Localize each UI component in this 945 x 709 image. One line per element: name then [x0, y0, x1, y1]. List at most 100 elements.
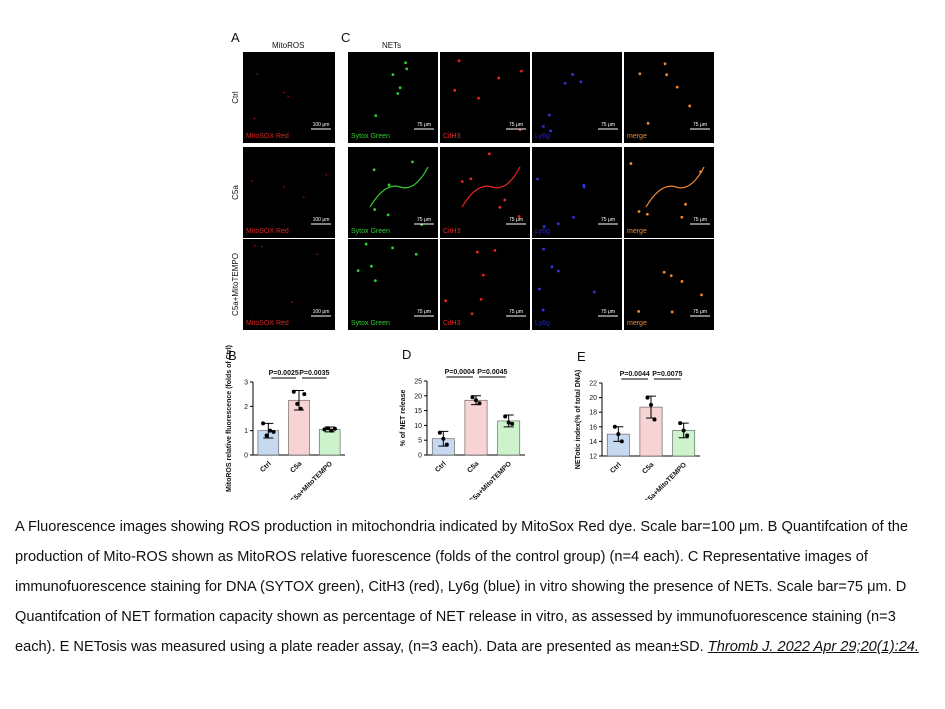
cell — [373, 208, 377, 211]
data-point — [619, 439, 624, 444]
micrograph — [348, 239, 438, 330]
data-point — [261, 421, 266, 426]
stain-label: Sytox Green — [351, 320, 390, 327]
data-point — [322, 427, 327, 432]
panel-letter: A — [231, 30, 240, 45]
cell — [493, 249, 497, 252]
cell — [637, 310, 641, 313]
cell — [396, 92, 400, 95]
y-tick-label: 15 — [414, 408, 422, 415]
cell — [645, 212, 649, 216]
x-tick-label: Ctrl — [259, 460, 273, 474]
stain-label: Ly6g — [535, 133, 550, 140]
stain-label: MitoSOX Red — [246, 320, 289, 327]
panel-title: NETs — [382, 41, 401, 50]
micrograph — [440, 239, 530, 330]
y-axis-label: NETotic index(% of total DNA) — [575, 370, 582, 469]
scale-label: 75 μm — [601, 122, 615, 128]
scale-label: 75 μm — [693, 309, 707, 315]
y-tick-label: 2 — [244, 404, 248, 411]
data-point — [678, 421, 683, 426]
cell — [391, 246, 394, 250]
cell — [387, 183, 391, 187]
panel-title: MitoROS — [272, 41, 304, 50]
citation[interactable]: Thromb J. 2022 Apr 29;20(1):24. — [707, 639, 919, 655]
cell — [547, 113, 551, 117]
micrograph — [532, 52, 622, 143]
data-point — [685, 433, 690, 438]
data-point — [616, 432, 621, 437]
cell — [541, 125, 545, 128]
net-fiber — [645, 166, 705, 208]
cell — [550, 265, 554, 269]
cell — [372, 168, 376, 172]
y-tick-label: 25 — [414, 379, 422, 386]
stain-label: MitoSOX Red — [246, 133, 289, 140]
micrograph — [243, 147, 335, 238]
scale-label: 75 μm — [417, 217, 431, 223]
cell — [497, 76, 501, 80]
cell — [688, 104, 692, 108]
cell — [637, 210, 641, 213]
cell — [283, 185, 285, 188]
data-point — [325, 426, 330, 431]
cell — [291, 301, 293, 303]
y-tick-label: 12 — [589, 454, 597, 461]
cell — [370, 264, 373, 268]
data-point — [474, 398, 478, 403]
data-point — [681, 428, 686, 433]
cell — [665, 73, 669, 77]
y-tick-label: 18 — [589, 410, 597, 417]
cell — [391, 73, 395, 77]
cell — [537, 287, 541, 291]
cell — [571, 73, 575, 76]
cell — [477, 96, 480, 100]
scale-label: 75 μm — [601, 217, 615, 223]
stain-label: Ly6g — [535, 320, 550, 327]
y-tick-label: 3 — [244, 380, 248, 387]
micrograph — [532, 147, 622, 238]
p-value: P=0.0045 — [477, 369, 507, 376]
data-point — [506, 420, 511, 425]
data-point — [291, 389, 296, 394]
stain-label: Ly6g — [535, 228, 550, 235]
cell — [386, 213, 390, 217]
stain-label: merge — [627, 320, 647, 327]
micrograph — [243, 239, 335, 330]
data-point — [612, 424, 617, 429]
cell — [503, 198, 507, 202]
data-point — [477, 401, 482, 406]
data-point — [295, 401, 300, 406]
cell — [398, 86, 402, 90]
row-label: Ctrl — [231, 91, 240, 104]
cell — [541, 308, 545, 312]
row-label: C5a+MitoTEMPO — [231, 253, 240, 316]
caption-text: A Fluorescence images showing ROS produc… — [15, 519, 909, 655]
cell — [460, 180, 464, 183]
data-point — [329, 428, 334, 433]
stain-label: CitH3 — [443, 228, 461, 235]
scale-label: 75 μm — [693, 122, 707, 128]
stain-label: Sytox Green — [351, 228, 390, 235]
cell — [517, 215, 521, 218]
cell — [405, 67, 409, 71]
data-point — [645, 395, 650, 400]
cell — [680, 215, 684, 219]
micrograph — [243, 52, 335, 143]
cell — [364, 242, 368, 246]
data-point — [264, 433, 269, 438]
data-point — [268, 428, 273, 433]
micrograph — [624, 147, 714, 238]
data-point — [332, 426, 337, 431]
p-value: P=0.0075 — [652, 371, 682, 378]
cell — [287, 95, 290, 98]
cell — [592, 290, 596, 294]
data-point — [302, 392, 307, 397]
cell — [253, 117, 256, 120]
cell — [404, 61, 407, 65]
cell — [680, 280, 684, 283]
cell — [520, 69, 523, 73]
cell — [542, 247, 546, 251]
bar — [318, 429, 341, 456]
